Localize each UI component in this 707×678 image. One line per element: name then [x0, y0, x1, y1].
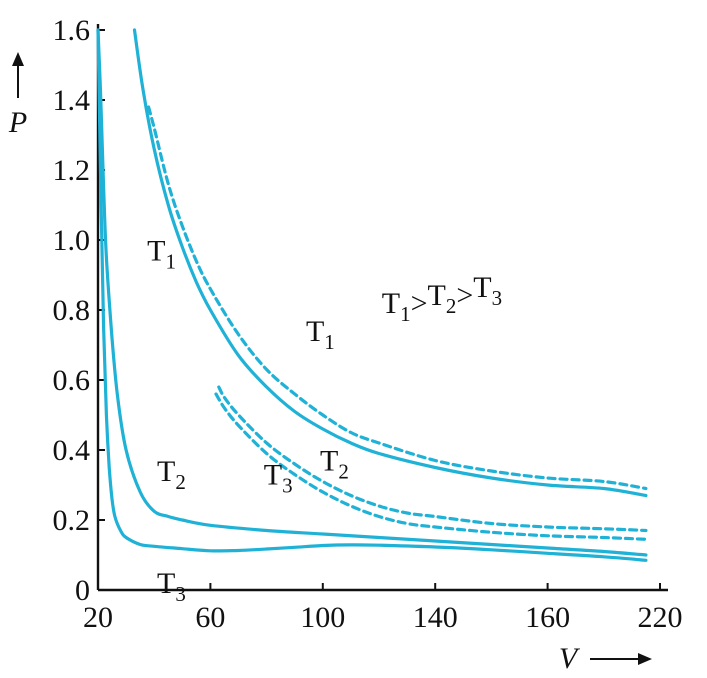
y-tick-label: 1.0 — [53, 224, 91, 257]
series-line-t2-solid — [96, 28, 648, 557]
curves — [96, 28, 648, 562]
y-tick-label: 1.4 — [53, 84, 91, 117]
y-tick-label: 1.6 — [53, 14, 91, 47]
y-axis-label: P — [8, 106, 27, 139]
series-label-t3-solid: T3 — [157, 567, 186, 606]
temperature-relation: T1>T2>T3 — [382, 271, 502, 326]
series-line-t1-solid — [132, 28, 648, 498]
series-label-t3-dashed: T3 — [264, 459, 293, 498]
x-tick-label: 100 — [300, 601, 345, 634]
y-tick-label: 0 — [75, 574, 90, 607]
series-line-t3-solid — [96, 28, 648, 562]
series-label-t1-dashed: T1 — [306, 315, 335, 354]
axes: 0 0.2 0.4 0.6 0.8 1.0 1.2 1.4 1.6 20 60 100 140 160 22… — [8, 14, 683, 675]
series-label-t1-solid: T1 — [147, 235, 176, 274]
x-tick-label: 220 — [638, 601, 683, 634]
x-tick-label: 140 — [413, 601, 458, 634]
x-axis-label: V — [559, 642, 581, 675]
curve-labels: T1 T1 T2 T3 T2 T3 T1>T2>T3 — [147, 235, 502, 607]
y-tick-label: 0.4 — [53, 434, 91, 467]
x-axis-arrow-head — [638, 653, 652, 665]
series-line-t2-dashed — [217, 385, 648, 533]
series-label-t2-solid: T2 — [157, 455, 186, 494]
series-label-t2-dashed: T2 — [320, 445, 349, 484]
y-tick-label: 1.2 — [53, 154, 91, 187]
y-tick-label: 0.2 — [53, 504, 91, 537]
y-axis-arrow-head — [12, 52, 24, 66]
x-tick-label: 20 — [83, 601, 113, 634]
series-line-t1-dashed — [147, 105, 648, 491]
x-tick-label: 160 — [525, 601, 570, 634]
series-line-t3-dashed — [214, 392, 648, 541]
y-tick-label: 0.8 — [53, 294, 91, 327]
x-tick-label: 60 — [195, 601, 225, 634]
y-tick-label: 0.6 — [53, 364, 91, 397]
